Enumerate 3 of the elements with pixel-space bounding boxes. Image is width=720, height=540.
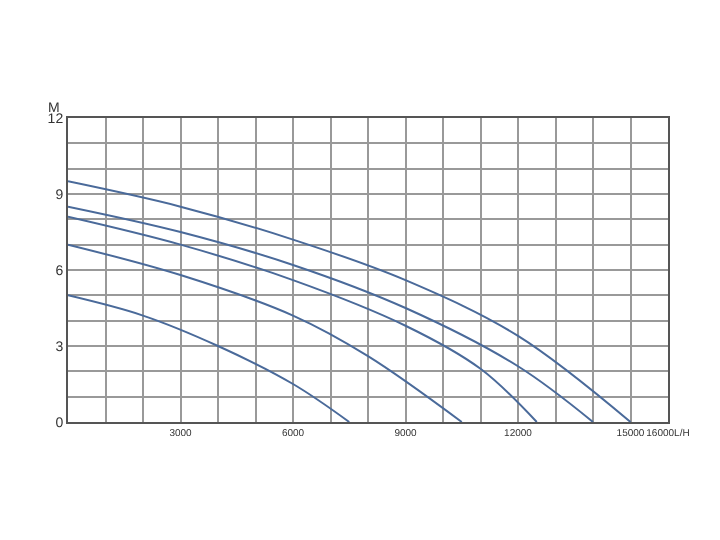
line-series [68,180,632,422]
line-series [68,294,351,422]
line-series [68,243,463,422]
